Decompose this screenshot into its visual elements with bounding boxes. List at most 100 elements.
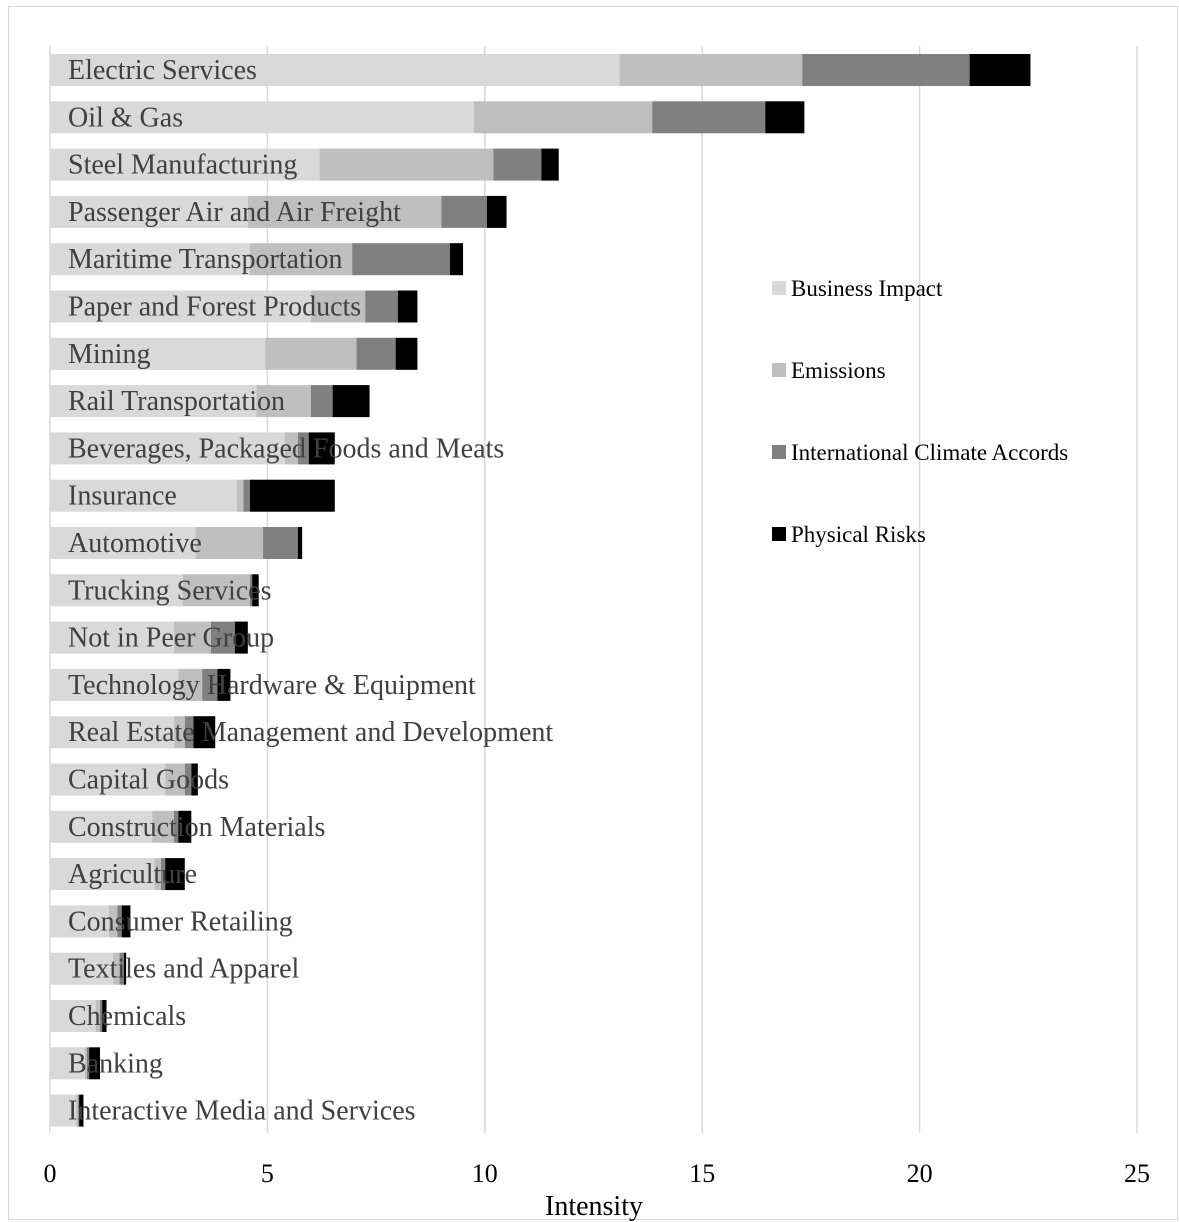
- x-tick-label: 5: [261, 1159, 274, 1188]
- bar-segment: [332, 385, 370, 418]
- bar-segment: [441, 195, 487, 228]
- bar-segment: [152, 810, 174, 843]
- bar-segment: [86, 1047, 90, 1080]
- bar-segment: [450, 243, 464, 276]
- bar-segment: [297, 432, 309, 465]
- bar-segment: [50, 290, 311, 323]
- bar-segment: [191, 763, 198, 796]
- bar-segment: [50, 668, 179, 701]
- bar-segment: [113, 952, 120, 985]
- category-label: Consumer Retailing: [68, 906, 293, 937]
- bar-segment: [78, 1094, 80, 1127]
- bar-segment: [263, 527, 298, 559]
- bar-segment: [652, 101, 766, 134]
- bar-segment: [250, 574, 253, 607]
- legend: Business Impact Emissions International Cl…: [772, 276, 1068, 547]
- bar-segment: [50, 810, 153, 843]
- legend-swatch: [772, 281, 786, 295]
- bar-segment: [243, 479, 251, 512]
- bar-segment: [802, 54, 970, 86]
- bar-segment: [121, 905, 131, 938]
- category-label: Construction Materials: [68, 812, 325, 843]
- bar-segment: [50, 54, 620, 86]
- bar-segment: [310, 290, 366, 323]
- category-labels: Electric Services Oil & Gas Steel Manufact…: [68, 55, 553, 1127]
- category-label: Insurance: [68, 481, 177, 512]
- bar-segment: [50, 385, 257, 418]
- bar-segment: [95, 1000, 101, 1032]
- bar-segment: [236, 479, 244, 512]
- bar-segment: [76, 1094, 79, 1127]
- bar-segment: [154, 858, 161, 891]
- category-label: Passenger Air and Air Freight: [68, 197, 401, 228]
- bar-segment: [210, 621, 235, 654]
- bar-segment: [619, 54, 803, 86]
- bars: [50, 54, 1031, 1127]
- category-label: Textiles and Apparel: [68, 954, 300, 985]
- legend-label: Business Impact: [791, 276, 943, 301]
- bar-segment: [50, 763, 166, 796]
- bar-segment: [102, 1000, 107, 1032]
- bar-segment: [79, 1094, 84, 1127]
- x-tick-labels: 0 5 10 15 20 25: [44, 1159, 1151, 1188]
- bar-segment: [84, 1047, 87, 1080]
- bar-segment: [297, 527, 303, 559]
- bar-segment: [173, 716, 185, 749]
- bar-segment: [969, 54, 1031, 86]
- bar-segment: [184, 763, 192, 796]
- x-tick-label: 15: [689, 1159, 715, 1188]
- category-label: Automotive: [68, 528, 202, 559]
- bar-segment: [89, 1047, 101, 1080]
- bar-segment: [50, 148, 320, 181]
- category-label: Paper and Forest Products: [68, 292, 361, 323]
- bar-segment: [202, 668, 218, 701]
- bar-segment: [308, 432, 335, 465]
- bar-segment: [250, 243, 353, 276]
- category-label: Capital Goods: [68, 765, 229, 796]
- bar-segment: [50, 479, 237, 512]
- category-label: Electric Services: [68, 55, 257, 86]
- bar-segment: [319, 148, 494, 181]
- category-label: Chemicals: [68, 1001, 186, 1032]
- bar-segment: [50, 905, 109, 938]
- bar-segment: [119, 952, 124, 985]
- bar-segment: [234, 621, 248, 654]
- bar-segment: [493, 148, 542, 181]
- bar-segment: [252, 574, 259, 607]
- x-tick-label: 20: [907, 1159, 933, 1188]
- bar-segment: [160, 858, 166, 891]
- bar-segment: [365, 290, 398, 323]
- bar-segment: [50, 527, 196, 559]
- bar-segment: [395, 337, 418, 370]
- bar-segment: [100, 1000, 103, 1032]
- legend-swatch: [772, 445, 786, 459]
- bar-segment: [50, 195, 248, 228]
- x-tick-label: 0: [44, 1159, 57, 1188]
- category-label: Interactive Media and Services: [68, 1096, 416, 1127]
- category-label: Real Estate Management and Development: [68, 717, 553, 748]
- bar-segment: [165, 763, 185, 796]
- x-tick-label: 25: [1124, 1159, 1150, 1188]
- bar-segment: [765, 101, 805, 134]
- bar-segment: [250, 479, 335, 512]
- bar-segment: [50, 1000, 96, 1032]
- bar-segment: [165, 858, 185, 891]
- category-label: Mining: [68, 339, 150, 370]
- bar-segment: [178, 668, 203, 701]
- category-label: Steel Manufacturing: [68, 150, 297, 181]
- category-label: Not in Peer Group: [68, 623, 274, 654]
- bar-segment: [284, 432, 298, 465]
- category-label: Trucking Services: [68, 575, 272, 606]
- bar-segment: [117, 905, 122, 938]
- x-tick-label: 10: [472, 1159, 498, 1188]
- bar-segment: [50, 432, 285, 465]
- bar-segment: [473, 101, 653, 134]
- bar-segment: [50, 101, 474, 134]
- bar-segment: [397, 290, 418, 323]
- bar-segment: [247, 195, 442, 228]
- bar-segment: [178, 810, 192, 843]
- bar-segment: [108, 905, 118, 938]
- category-label: Agriculture: [68, 859, 197, 890]
- bar-segment: [50, 1094, 77, 1127]
